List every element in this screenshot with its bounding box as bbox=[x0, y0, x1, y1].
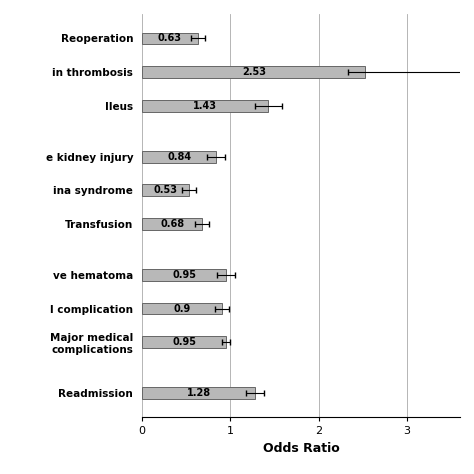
Text: 1.28: 1.28 bbox=[187, 388, 211, 398]
Bar bbox=[142, 151, 216, 163]
Text: 2.53: 2.53 bbox=[242, 67, 266, 77]
Bar bbox=[142, 269, 226, 281]
Bar bbox=[142, 302, 221, 314]
Text: 0.84: 0.84 bbox=[167, 152, 191, 162]
Bar bbox=[142, 337, 226, 348]
Bar bbox=[142, 66, 365, 78]
Text: 0.63: 0.63 bbox=[158, 34, 182, 44]
Text: 0.53: 0.53 bbox=[154, 185, 178, 195]
Text: 0.95: 0.95 bbox=[172, 337, 196, 347]
X-axis label: Odds Ratio: Odds Ratio bbox=[263, 442, 339, 455]
Text: 0.9: 0.9 bbox=[173, 303, 191, 313]
Bar bbox=[142, 184, 189, 196]
Text: 0.95: 0.95 bbox=[172, 270, 196, 280]
Bar bbox=[142, 33, 198, 45]
Text: 0.68: 0.68 bbox=[160, 219, 184, 229]
Bar bbox=[142, 218, 202, 230]
Bar bbox=[142, 387, 255, 399]
Text: 1.43: 1.43 bbox=[193, 101, 217, 111]
Bar bbox=[142, 100, 268, 112]
